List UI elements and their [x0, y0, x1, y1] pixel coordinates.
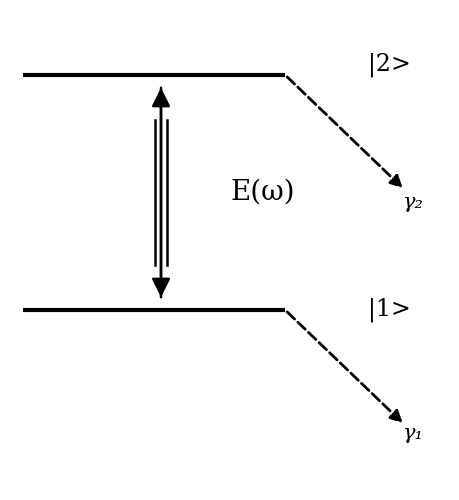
Text: γ₁: γ₁ [402, 424, 422, 443]
Text: γ₂: γ₂ [402, 193, 422, 212]
Text: |2>: |2> [367, 52, 410, 77]
Text: E(ω): E(ω) [230, 179, 294, 206]
Text: |1>: |1> [367, 298, 410, 322]
